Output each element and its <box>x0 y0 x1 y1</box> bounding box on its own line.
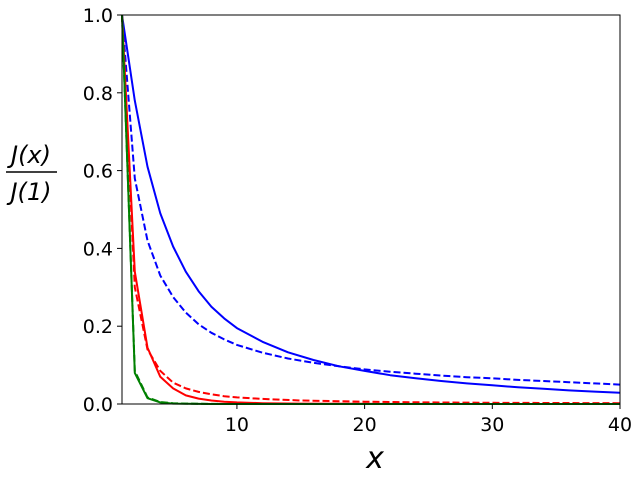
series-line-3 <box>121 14 620 405</box>
series-line-6 <box>121 14 620 405</box>
y-axis-label-numerator: J(x) <box>7 141 51 169</box>
y-tick-label: 0.4 <box>83 238 113 260</box>
y-tick-label: 0.0 <box>83 394 113 416</box>
y-axis: 0.0 0.2 0.4 0.6 0.8 1.0 <box>83 5 122 416</box>
x-tick-label: 40 <box>608 414 632 436</box>
x-tick-label: 10 <box>225 414 249 436</box>
series-layer <box>121 14 621 405</box>
plot-frame <box>121 14 621 405</box>
y-tick-label: 1.0 <box>83 5 113 27</box>
y-axis-label-denominator: J(1) <box>6 178 51 206</box>
series-line-2 <box>121 14 621 386</box>
y-tick-label: 0.6 <box>83 161 113 183</box>
series-line-1 <box>121 14 621 394</box>
series-line-4 <box>121 14 621 405</box>
y-axis-label: J(x) J(1) <box>6 141 57 206</box>
x-axis: 10 20 30 40 <box>225 404 632 436</box>
x-tick-label: 30 <box>480 414 504 436</box>
y-tick-label: 0.2 <box>83 316 113 338</box>
y-tick-label: 0.8 <box>83 83 113 105</box>
x-axis-label: x <box>365 441 384 476</box>
series-line-5 <box>121 14 620 405</box>
x-tick-label: 20 <box>353 414 377 436</box>
